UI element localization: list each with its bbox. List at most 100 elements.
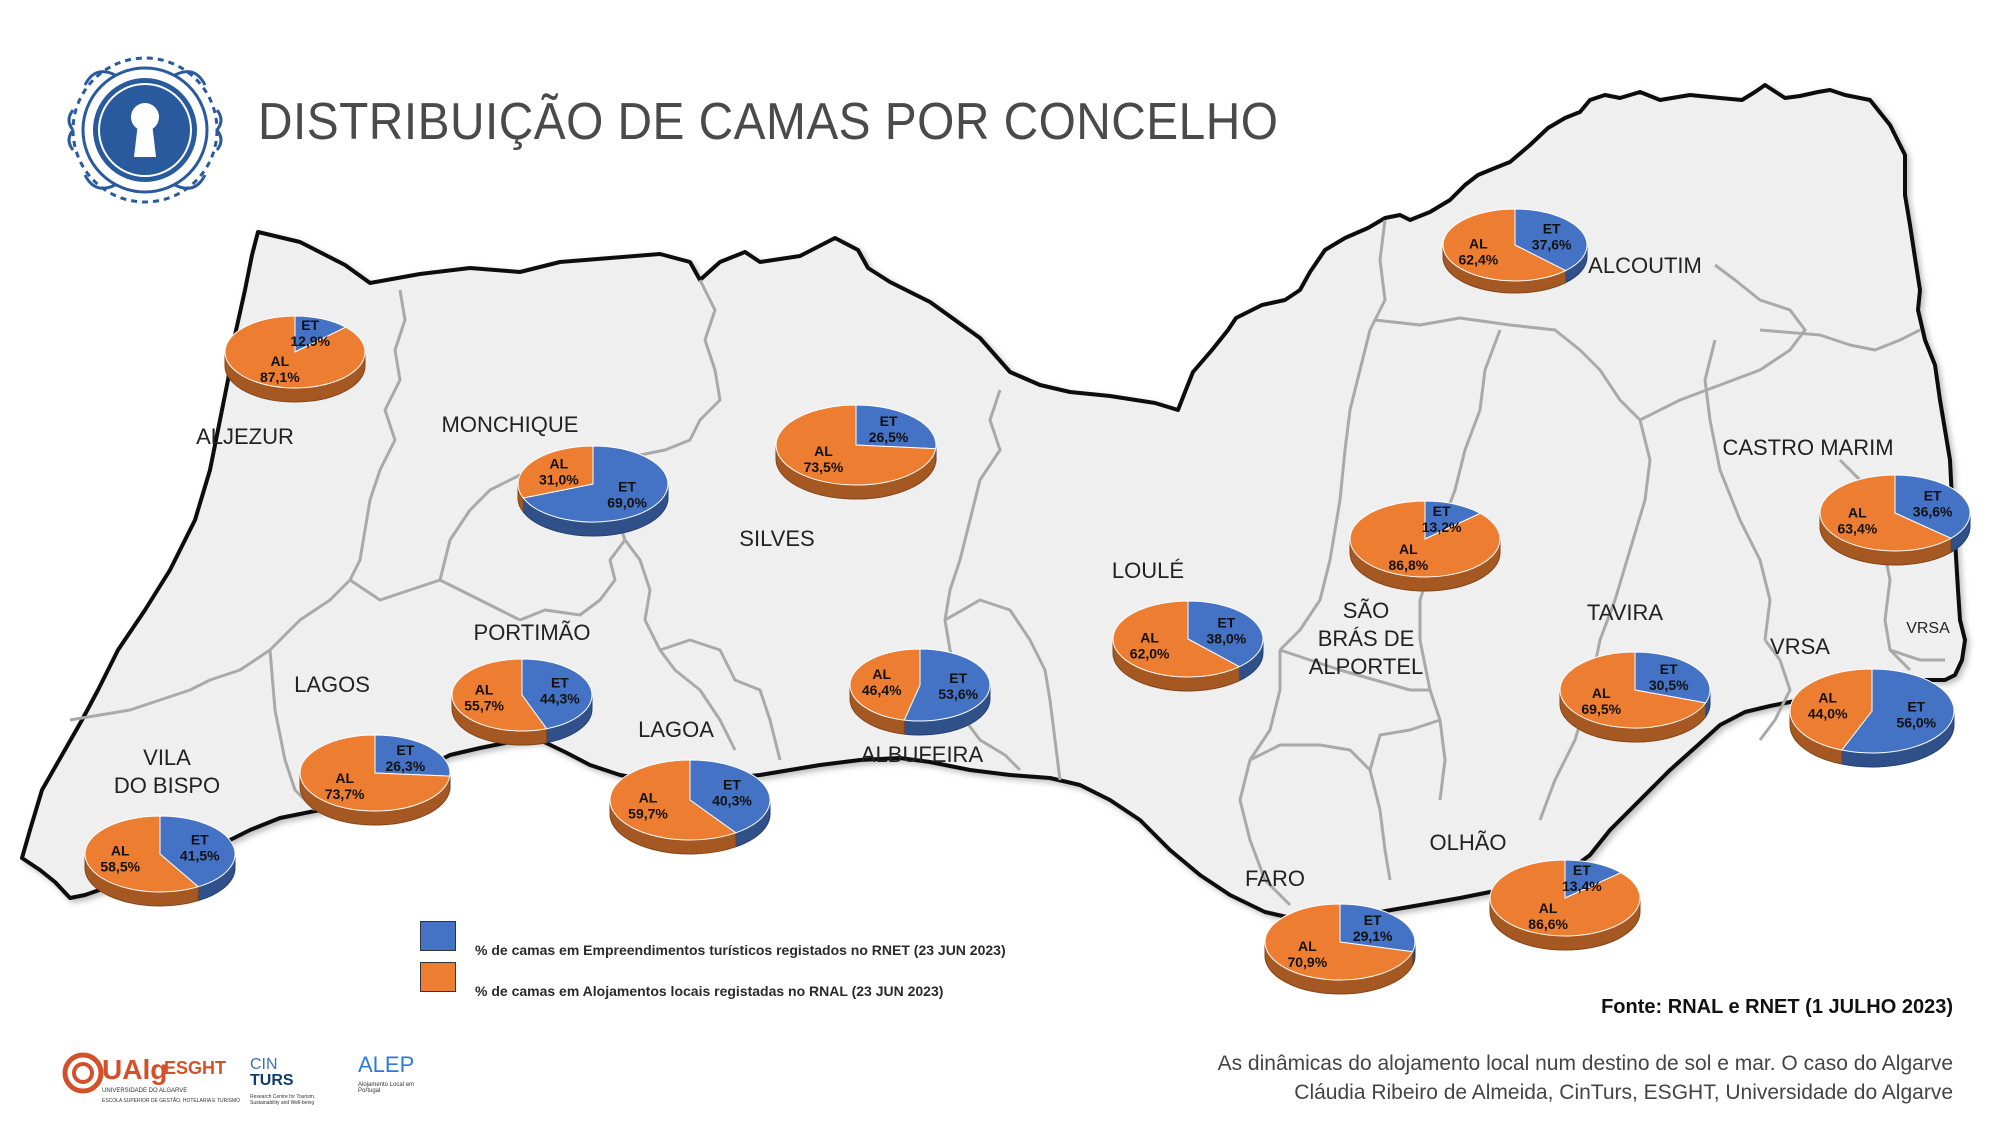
- pie-value-al: 87,1%: [260, 369, 300, 385]
- alep-subtitle: Alojamento Local em Portugal: [358, 1082, 415, 1094]
- pie-label-et: ET: [618, 479, 636, 495]
- pie-value-et: 13,2%: [1422, 519, 1462, 535]
- pie-label-et: ET: [949, 670, 967, 686]
- pie-slice-al: [299, 734, 451, 812]
- label-olhao: OLHÃO: [1429, 830, 1506, 855]
- pie-label-et: ET: [191, 831, 209, 847]
- pie-label-al: AL: [639, 790, 658, 806]
- pie-slice-al: [84, 815, 200, 893]
- legend-swatch-al: [420, 962, 456, 992]
- ualg-subtitle: UNIVERSIDADE DO ALGARVE: [102, 1088, 188, 1094]
- pie-value-al: 59,7%: [628, 806, 668, 822]
- cinturs-logo: CIN TURS Research Centre for Tourism, Su…: [250, 1056, 340, 1112]
- pie-value-et: 40,3%: [712, 792, 752, 808]
- pie-value-al: 86,8%: [1389, 557, 1429, 573]
- pie-label-al: AL: [1539, 900, 1558, 916]
- label-alcoutim: ALCOUTIM: [1588, 253, 1702, 278]
- pie-value-al: 31,0%: [539, 471, 579, 487]
- pie-charts: ET12,9%AL87,1%ET69,0%AL31,0%ET26,5%AL73,…: [84, 208, 1971, 995]
- pie-label-al: AL: [1469, 236, 1488, 252]
- label-faro: FARO: [1245, 866, 1305, 891]
- pie-value-al: 69,5%: [1581, 701, 1621, 717]
- esght-subtitle: ESCOLA SUPERIOR DE GESTÃO, HOTELARIA E T…: [102, 1098, 240, 1104]
- pie-label-al: AL: [1592, 685, 1611, 701]
- pie-label-et: ET: [1924, 487, 1942, 503]
- label-sbras-2: BRÁS DE: [1318, 626, 1415, 651]
- region-labels: ALJEZUR MONCHIQUE SILVES ALCOUTIM CASTRO…: [114, 253, 1950, 891]
- pie-slice-al: [1264, 903, 1414, 981]
- pie-label-et: ET: [1660, 661, 1678, 677]
- pie-slice-al: [775, 404, 937, 486]
- pie-value-et: 69,0%: [607, 495, 647, 511]
- ualg-swirl-icon: [62, 1052, 104, 1094]
- pie-slice-et: [1514, 208, 1588, 272]
- pie-value-et: 29,1%: [1353, 928, 1393, 944]
- label-sbras-1: SÃO: [1343, 598, 1389, 623]
- label-vila-do-bispo-2: DO BISPO: [114, 773, 220, 798]
- pie-slice-al: [1489, 859, 1641, 937]
- pie-slice-al: [1112, 600, 1241, 678]
- alep-logo: ALEP Alojamento Local em Portugal: [358, 1052, 428, 1112]
- pie-value-al: 44,0%: [1808, 706, 1848, 722]
- pie-value-et: 53,6%: [938, 686, 978, 702]
- pie-slice-al: [1819, 474, 1953, 552]
- pie-slice-et: [1894, 474, 1971, 539]
- label-portimao: PORTIMÃO: [474, 620, 591, 645]
- pie-value-et: 44,3%: [540, 690, 580, 706]
- legend-label-al: % de camas em Alojamentos locais regista…: [475, 983, 944, 999]
- pie-label-et: ET: [880, 413, 898, 429]
- label-vrsa-small: VRSA: [1906, 620, 1950, 637]
- label-castro-marim: CASTRO MARIM: [1722, 435, 1893, 460]
- pie-label-al: AL: [1298, 938, 1317, 954]
- pie-value-al: 46,4%: [862, 682, 902, 698]
- cinturs-bottom: TURS: [250, 1072, 294, 1089]
- pie-slice-al: [451, 658, 548, 732]
- pie-slice-et: [1187, 600, 1264, 668]
- pie-slice-et: [1564, 859, 1623, 899]
- pie-value-al: 73,5%: [804, 459, 844, 475]
- keyhole-emblem-icon: [67, 56, 223, 204]
- pie-label-et: ET: [1543, 220, 1561, 236]
- pie-slice-al: [1349, 500, 1501, 578]
- esght-wordmark: ESGHT: [164, 1058, 227, 1078]
- pie-value-et: 37,6%: [1532, 236, 1572, 252]
- pie-slice-al: [1559, 651, 1707, 729]
- pie-label-al: AL: [1399, 541, 1418, 557]
- pie-slice-et: [903, 648, 991, 722]
- pie-label-et: ET: [1907, 698, 1925, 714]
- page-title: DISTRIBUIÇÃO DE CAMAS POR CONCELHO: [258, 93, 1279, 151]
- label-vila-do-bispo-1: VILA: [143, 745, 191, 770]
- pie-label-al: AL: [111, 843, 130, 859]
- pie-value-et: 36,6%: [1913, 503, 1953, 519]
- pie-label-et: ET: [723, 776, 741, 792]
- pie-slice-et: [1339, 903, 1416, 953]
- legend-swatch-et: [420, 921, 456, 951]
- pie-value-et: 12,9%: [290, 333, 330, 349]
- label-lagos: LAGOS: [294, 672, 370, 697]
- pie-slice-et: [1424, 500, 1482, 540]
- pie-label-al: AL: [270, 353, 289, 369]
- pie-value-et: 13,4%: [1562, 878, 1602, 894]
- pie-slice-al: [849, 648, 921, 721]
- pie-label-al: AL: [550, 455, 569, 471]
- label-sbras-3: ALPORTEL: [1309, 654, 1424, 679]
- pie-value-et: 56,0%: [1896, 714, 1936, 730]
- label-tavira: TAVIRA: [1587, 600, 1664, 625]
- pie-label-al: AL: [1848, 505, 1867, 521]
- pie-slice-et: [689, 759, 771, 834]
- alep-wordmark: ALEP: [358, 1052, 415, 1077]
- label-aljezur: ALJEZUR: [196, 424, 294, 449]
- pie-slice-et: [159, 815, 236, 888]
- pie-label-al: AL: [872, 666, 891, 682]
